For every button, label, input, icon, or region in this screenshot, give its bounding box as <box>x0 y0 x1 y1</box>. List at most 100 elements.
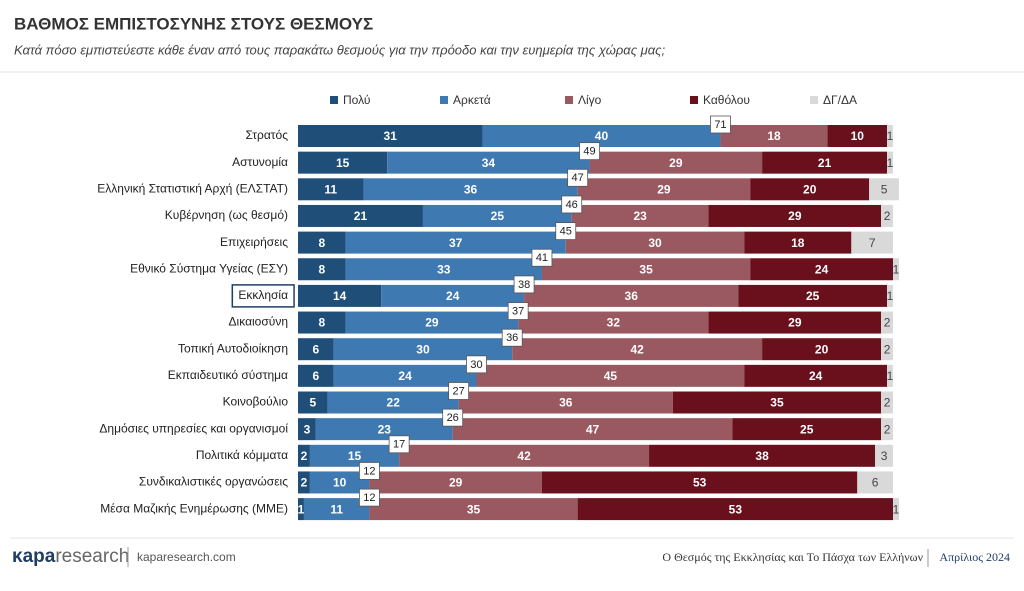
category-label: Ελληνική Στατιστική Αρχή (ΕΛΣΤΑΤ) <box>97 181 288 195</box>
value-label: 2 <box>884 422 891 436</box>
bar-segment <box>869 178 899 201</box>
bar-segment <box>762 151 888 174</box>
bar-segment <box>881 338 893 361</box>
value-label: 11 <box>324 182 337 196</box>
total-label: 41 <box>536 252 548 264</box>
bar-segment <box>887 284 893 307</box>
bar-segment <box>732 418 882 441</box>
total-label: 46 <box>566 199 578 211</box>
brand-light: research <box>55 546 129 567</box>
value-label: 23 <box>378 422 392 436</box>
value-label: 37 <box>449 236 463 250</box>
value-label: 29 <box>657 182 671 196</box>
legend-swatch <box>565 96 573 104</box>
bar-segment <box>387 151 590 174</box>
bar-segment <box>524 284 739 307</box>
bar-segment <box>369 471 542 494</box>
value-label: 45 <box>604 369 618 383</box>
bar-segment <box>672 391 882 414</box>
bar-segment <box>303 498 370 521</box>
value-label: 2 <box>884 209 891 223</box>
category-label: Συνδικαλιστικές οργανώσεις <box>139 475 288 489</box>
bar-segment <box>708 204 882 227</box>
bar-segment <box>893 498 899 521</box>
total-box <box>466 355 487 374</box>
total-label: 47 <box>572 172 584 184</box>
value-label: 34 <box>482 156 496 170</box>
value-label: 31 <box>384 129 398 143</box>
value-label: 29 <box>669 156 683 170</box>
value-label: 36 <box>625 289 639 303</box>
total-label: 12 <box>363 492 375 504</box>
bar-segment <box>744 364 888 387</box>
value-label: 1 <box>887 129 894 143</box>
total-box <box>531 248 553 267</box>
total-label: 12 <box>363 465 375 477</box>
bar-segment <box>881 418 893 441</box>
value-label: 1 <box>887 289 894 303</box>
bar-segment <box>298 204 423 227</box>
value-label: 7 <box>869 236 876 250</box>
value-label: 24 <box>815 262 829 276</box>
total-box <box>358 488 380 507</box>
legend-label: ΔΓ/ΔΑ <box>823 93 857 107</box>
bar-segment <box>881 311 893 334</box>
bar-segment <box>857 471 893 494</box>
bar-segment <box>589 151 763 174</box>
chart-subtitle: Κατά πόσο εμπιστεύεστε κάθε έναν από του… <box>14 42 665 57</box>
bar-segment <box>345 231 566 254</box>
bar-segment <box>298 258 346 281</box>
bar-segment <box>345 258 542 281</box>
bar-segment <box>345 311 519 334</box>
value-label: 8 <box>318 236 325 250</box>
total-label: 71 <box>714 119 726 131</box>
bar-segment <box>298 178 364 201</box>
value-label: 38 <box>755 449 769 463</box>
bar-segment <box>381 284 525 307</box>
legend-label: Λίγο <box>578 93 602 107</box>
total-box <box>388 435 410 454</box>
value-label: 21 <box>354 209 368 223</box>
total-box <box>567 168 589 187</box>
bar-segment <box>762 338 882 361</box>
chart-title: ΒΑΘΜΟΣ ΕΜΠΙΣΤΟΣΥΝΗΣ ΣΤΟΥΣ ΘΕΣΜΟΥΣ <box>14 14 373 33</box>
bar-segment <box>750 258 893 281</box>
total-box <box>507 302 529 320</box>
bar-segment <box>298 444 310 467</box>
value-label: 35 <box>639 262 653 276</box>
total-box <box>448 382 470 400</box>
bar-segment <box>893 258 899 281</box>
value-label: 24 <box>446 289 460 303</box>
value-label: 6 <box>313 369 320 383</box>
bar-segment <box>309 444 400 467</box>
total-label: 30 <box>470 359 482 371</box>
total-label: 45 <box>560 226 572 238</box>
bar-segment <box>298 391 328 414</box>
bar-segment <box>333 364 477 387</box>
value-label: 36 <box>559 396 573 410</box>
category-label: Εθνικό Σύστημα Υγείας (ΕΣΥ) <box>130 261 288 275</box>
value-label: 33 <box>437 262 451 276</box>
category-label: Μέσα Μαζικής Ενημέρωσης (ΜΜΕ) <box>100 501 288 515</box>
bar-segment <box>577 498 893 521</box>
value-label: 11 <box>330 502 343 516</box>
value-label: 8 <box>318 262 325 276</box>
total-label: 17 <box>393 439 405 451</box>
bar-segment <box>720 125 828 147</box>
bar-segment <box>708 311 882 334</box>
bar-segment <box>363 178 578 201</box>
value-label: 30 <box>416 342 430 356</box>
total-label: 36 <box>506 332 518 344</box>
value-label: 6 <box>872 476 879 490</box>
bar-segment <box>298 284 382 307</box>
category-label: Εκκλησία <box>238 288 288 302</box>
value-label: 3 <box>881 449 888 463</box>
category-label: Πολιτικά κόμματα <box>196 448 288 462</box>
website: kaparesearch.com <box>137 550 236 564</box>
value-label: 1 <box>298 502 305 516</box>
value-label: 3 <box>304 422 311 436</box>
brand-bold: κapa <box>12 546 56 567</box>
bar-segment <box>887 151 893 174</box>
bar-segment <box>476 364 745 387</box>
total-box <box>555 222 577 241</box>
